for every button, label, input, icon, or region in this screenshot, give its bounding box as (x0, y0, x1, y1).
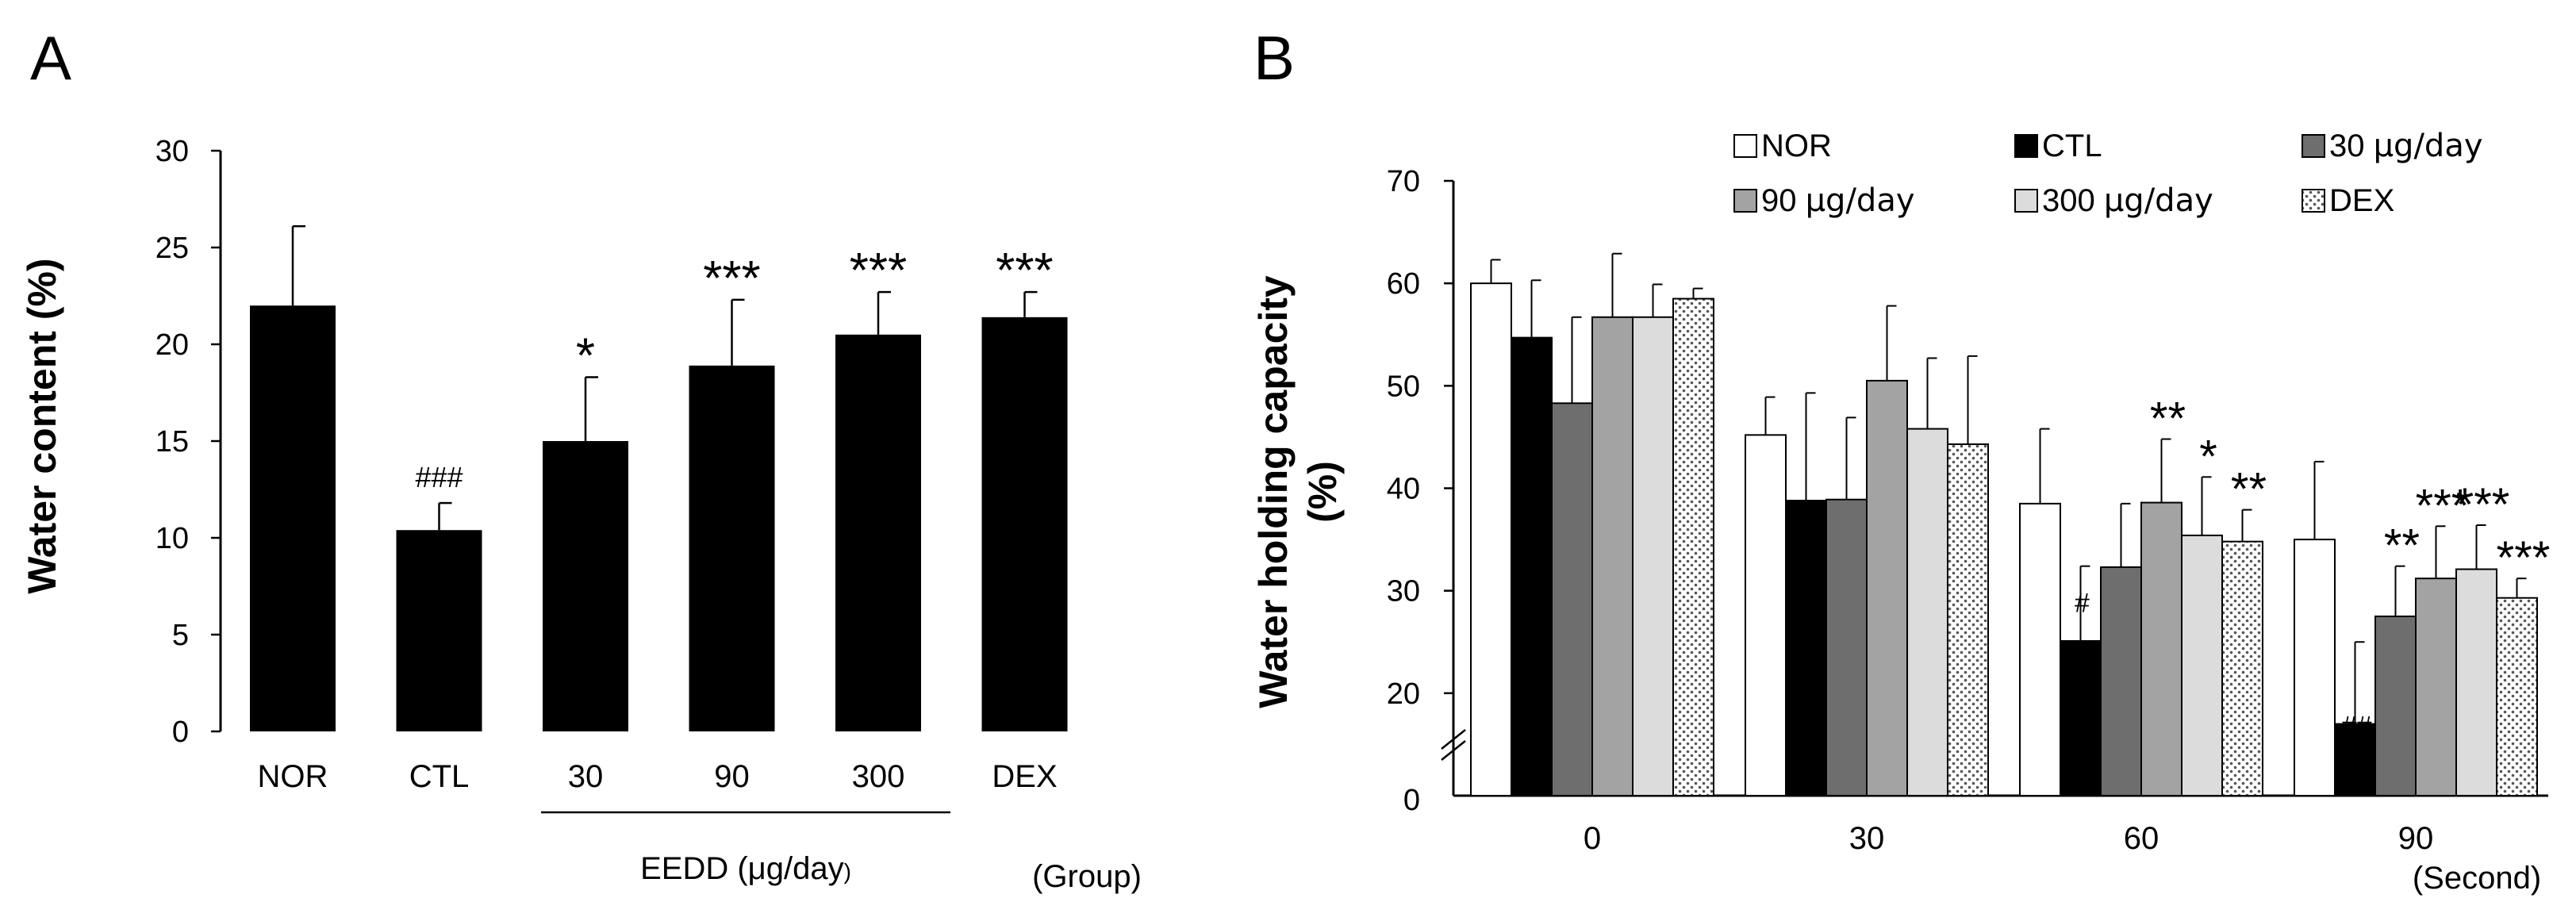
legend-swatch (2014, 189, 2038, 213)
significance-label: # (2075, 589, 2090, 619)
bar-30-2 (1825, 498, 1868, 796)
bar-300 (835, 334, 921, 731)
significance-label: *** (2497, 532, 2551, 584)
bar-60-2 (2100, 566, 2142, 796)
x-tick-label: 60 (2124, 821, 2159, 856)
bar-90-4 (2455, 568, 2497, 797)
significance-label: *** (996, 244, 1053, 298)
y-tick-label: 50 (1387, 370, 1420, 403)
y-tick-label: 20 (155, 328, 189, 362)
bar-90-2 (2374, 615, 2417, 796)
x-tick-label: 90 (2398, 821, 2434, 856)
legend-label: CTL (2042, 129, 2102, 163)
bar-30-5 (1947, 443, 1989, 796)
y-tick-label: 0 (172, 716, 189, 749)
bar-CTL (396, 530, 482, 731)
bar-NOR (250, 305, 336, 731)
legend-label: NOR (1761, 129, 1832, 163)
bar-60-0 (2019, 502, 2061, 796)
axis-break-marker (1441, 729, 1466, 761)
chart-b-legend: NOR CTL 30 μg/day 90 μg/day 300 μg/day DEX (1733, 128, 2483, 219)
bar-0-3 (1591, 316, 1634, 796)
x-tick-label: 300 (852, 759, 905, 794)
x-tick-label: 90 (714, 759, 750, 794)
bar-0-0 (1470, 282, 1512, 796)
bar-90-3 (2415, 578, 2457, 797)
y-tick-label: 10 (155, 522, 189, 555)
y-tick-label: 0 (1403, 784, 1420, 817)
chart-b: Water holding capacity (%) 0 20 30 40 50 60 70… (1251, 128, 2550, 896)
significance-label: *** (850, 244, 907, 298)
significance-label: *** (703, 251, 760, 306)
bar-30-1 (1785, 500, 1827, 796)
y-tick-label: 30 (1387, 575, 1420, 608)
x-tick-label: 30 (1849, 821, 1885, 856)
legend-label: 300 μg/day (2042, 182, 2213, 219)
y-tick-label: 5 (172, 619, 189, 652)
chart-a-group-label: EEDD (μg/day) (640, 851, 851, 886)
x-tick-label: 30 (568, 759, 604, 794)
chart-a-xlabel: (Group) (1032, 859, 1142, 894)
bar-90-0 (2294, 539, 2336, 796)
legend-swatch (1733, 134, 1757, 158)
panel-a-label: A (30, 23, 71, 93)
y-tick-label: 20 (1387, 677, 1420, 711)
significance-label: ## (2342, 712, 2372, 742)
legend-swatch (2302, 134, 2325, 158)
significance-label: ** (2231, 464, 2267, 516)
bar-DEX (981, 317, 1068, 732)
y-tick-label: 40 (1387, 473, 1420, 506)
significance-label: * (576, 328, 595, 383)
bar-0-5 (1672, 297, 1714, 796)
legend-swatch (2302, 189, 2325, 213)
bar-60-3 (2140, 501, 2182, 796)
bar-90 (689, 365, 775, 731)
bar-30-0 (1745, 434, 1787, 796)
significance-label: * (2199, 431, 2217, 482)
y-tick-label: 25 (155, 232, 189, 265)
x-tick-label: NOR (258, 759, 328, 794)
bar-60-1 (2060, 639, 2102, 796)
panel-b-label: B (1253, 23, 1295, 93)
bar-30-3 (1866, 379, 1908, 796)
legend-swatch (2014, 134, 2038, 158)
bar-0-4 (1632, 316, 1674, 796)
bar-60-4 (2181, 534, 2223, 797)
bar-0-1 (1511, 336, 1553, 796)
bar-90-5 (2496, 597, 2538, 796)
significance-label: ** (2150, 393, 2186, 445)
legend-label: 90 μg/day (1761, 182, 1915, 219)
significance-label: ### (415, 461, 463, 493)
significance-label: *** (2416, 480, 2470, 531)
legend-label: DEX (2329, 183, 2394, 218)
significance-label: *** (2456, 479, 2510, 531)
x-tick-label: DEX (992, 759, 1057, 794)
x-tick-label: 0 (1584, 821, 1601, 856)
y-tick-label: 15 (155, 425, 189, 459)
chart-a-ylabel: Water content (%) (20, 258, 64, 593)
bar-30-4 (1906, 428, 1948, 796)
y-tick-label: 70 (1387, 165, 1420, 198)
chart-b-xlabel: (Second) (2413, 861, 2541, 896)
bar-30 (543, 441, 628, 731)
bar-60-5 (2221, 540, 2263, 797)
x-tick-label: CTL (409, 759, 470, 794)
legend-swatch (1733, 189, 1757, 213)
chart-b-ylabel-line2: (%) (1300, 461, 1345, 523)
y-tick-label: 60 (1387, 267, 1420, 301)
significance-label: ** (2384, 520, 2420, 572)
y-tick-label: 30 (155, 135, 189, 168)
legend-label: 30 μg/day (2329, 128, 2483, 164)
bar-0-2 (1551, 402, 1593, 796)
chart-b-ylabel-line1: Water holding capacity (1251, 275, 1296, 708)
